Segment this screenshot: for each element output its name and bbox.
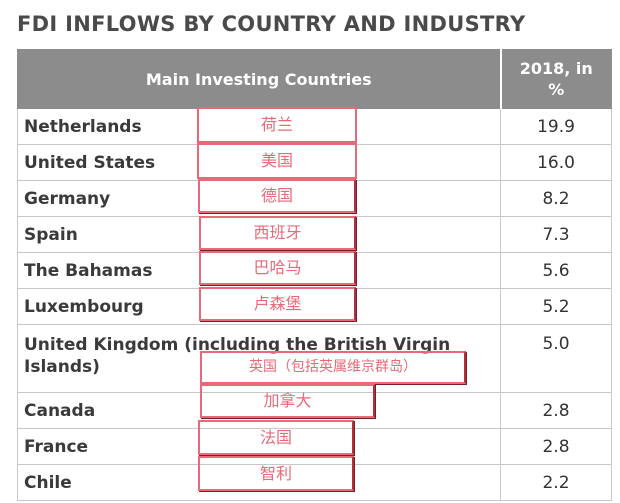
country-cell: The Bahamas [17,252,501,289]
country-cell: Netherlands [17,108,501,145]
annotation-box: 德国 [198,179,356,213]
annotation-box: 巴哈马 [199,251,356,285]
table-row: Chile 2.2 [17,464,612,501]
table-row: Luxembourg 5.2 [17,288,612,325]
page-title: FDI INFLOWS BY COUNTRY AND INDUSTRY [17,12,526,36]
value-cell: 2.8 [500,428,612,465]
value-cell: 5.6 [500,252,612,289]
value-cell: 19.9 [500,108,612,145]
value-cell: 2.2 [500,464,612,501]
annotation-box: 西班牙 [199,216,356,250]
table-row: France 2.8 [17,428,612,465]
country-cell: Spain [17,216,501,253]
table-row: Netherlands 19.9 [17,108,612,145]
table-row: Spain 7.3 [17,216,612,253]
country-cell: Canada [17,392,501,429]
country-cell: United Kingdom (including the British Vi… [17,324,501,393]
annotation-box: 美国 [197,143,357,179]
table-header-row: Main Investing Countries 2018, in % [17,49,612,109]
value-cell: 7.3 [500,216,612,253]
table-row: United States 16.0 [17,144,612,181]
value-cell: 8.2 [500,180,612,217]
annotation-box: 智利 [198,456,354,491]
country-cell: Chile [17,464,501,501]
country-cell: France [17,428,501,465]
fdi-table: Main Investing Countries 2018, in % Neth… [17,49,612,501]
annotation-box: 英国（包括英属维京群岛） [200,351,466,384]
header-value: 2018, in % [499,49,612,109]
annotation-box: 法国 [198,420,354,455]
annotation-box: 荷兰 [197,107,357,143]
value-cell: 16.0 [500,144,612,181]
table-row: Canada 2.8 [17,392,612,429]
country-cell: Germany [17,180,501,217]
header-value-line2: % [548,80,565,99]
header-country: Main Investing Countries [17,49,501,109]
value-cell: 5.0 [500,324,612,393]
value-cell: 5.2 [500,288,612,325]
table-row: United Kingdom (including the British Vi… [17,324,612,393]
annotation-box: 加拿大 [200,384,375,418]
header-value-line1: 2018, in [519,59,593,78]
annotation-box: 卢森堡 [199,287,356,321]
value-cell: 2.8 [500,392,612,429]
country-cell: Luxembourg [17,288,501,325]
